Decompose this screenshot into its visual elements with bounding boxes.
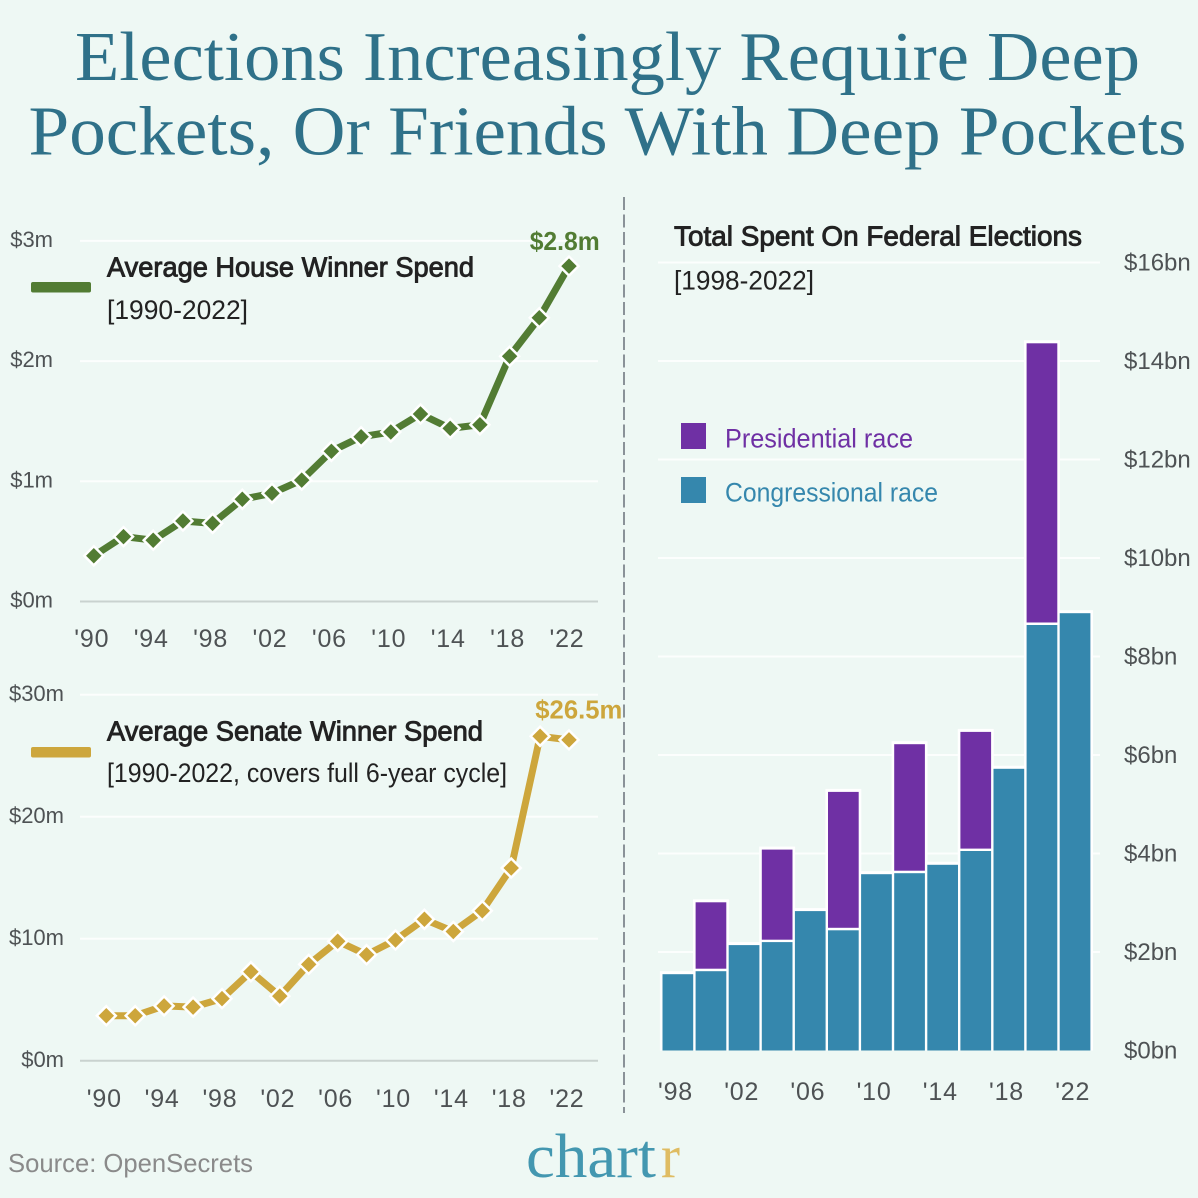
svg-text:'22: '22 — [550, 1085, 585, 1113]
svg-text:$14bn: $14bn — [1124, 348, 1191, 375]
svg-text:'14: '14 — [434, 1085, 469, 1113]
svg-text:Average Senate Winner Spend: Average Senate Winner Spend — [107, 716, 483, 747]
svg-text:'06: '06 — [790, 1078, 825, 1106]
svg-text:'22: '22 — [550, 625, 585, 653]
svg-text:'10: '10 — [371, 625, 406, 653]
svg-text:$30m: $30m — [9, 681, 64, 706]
svg-text:$8bn: $8bn — [1124, 644, 1177, 671]
svg-text:$0m: $0m — [10, 588, 53, 613]
svg-text:$10m: $10m — [9, 925, 64, 950]
svg-text:Average House Winner Spend: Average House Winner Spend — [107, 252, 474, 283]
svg-text:$6bn: $6bn — [1124, 742, 1177, 769]
svg-text:$20m: $20m — [9, 803, 64, 828]
svg-text:'94: '94 — [134, 625, 169, 653]
svg-text:Total Spent On Federal Electio: Total Spent On Federal Elections — [674, 221, 1082, 252]
svg-text:'18: '18 — [490, 625, 525, 653]
svg-text:$0bn: $0bn — [1124, 1038, 1177, 1065]
svg-text:$4bn: $4bn — [1124, 841, 1177, 868]
svg-text:chart: chart — [526, 1123, 656, 1191]
svg-text:'10: '10 — [376, 1085, 411, 1113]
svg-text:'98: '98 — [658, 1078, 693, 1106]
svg-text:'14: '14 — [923, 1078, 958, 1106]
svg-text:[1990-2022, covers full 6-year: [1990-2022, covers full 6-year cycle] — [107, 758, 507, 788]
svg-text:'02: '02 — [724, 1078, 759, 1106]
svg-text:$16bn: $16bn — [1124, 250, 1191, 277]
svg-text:'02: '02 — [260, 1085, 295, 1113]
svg-text:'18: '18 — [989, 1078, 1024, 1106]
svg-text:Presidential race: Presidential race — [725, 424, 913, 454]
svg-text:'90: '90 — [74, 625, 109, 653]
svg-text:'94: '94 — [145, 1085, 180, 1113]
svg-text:'98: '98 — [202, 1085, 237, 1113]
svg-text:$12bn: $12bn — [1124, 447, 1191, 474]
svg-text:r: r — [661, 1123, 680, 1191]
svg-text:[1990-2022]: [1990-2022] — [107, 295, 248, 325]
svg-text:'02: '02 — [253, 625, 288, 653]
svg-text:'22: '22 — [1055, 1078, 1090, 1106]
svg-text:Congressional race: Congressional race — [725, 478, 938, 508]
svg-text:Pockets, Or Friends With Deep: Pockets, Or Friends With Deep Pockets — [29, 94, 1187, 171]
svg-text:'06: '06 — [318, 1085, 353, 1113]
svg-text:'06: '06 — [312, 625, 347, 653]
svg-text:$2m: $2m — [10, 347, 53, 372]
svg-text:'90: '90 — [87, 1085, 122, 1113]
svg-text:'10: '10 — [857, 1078, 892, 1106]
svg-text:$2.8m: $2.8m — [530, 226, 600, 256]
svg-text:Elections Increasingly Require: Elections Increasingly Require Deep — [75, 19, 1140, 96]
svg-text:$10bn: $10bn — [1124, 545, 1191, 572]
svg-text:$0m: $0m — [21, 1047, 64, 1072]
svg-text:$26.5m: $26.5m — [535, 695, 622, 725]
svg-text:Source: OpenSecrets: Source: OpenSecrets — [8, 1148, 253, 1178]
svg-text:'14: '14 — [431, 625, 466, 653]
svg-text:'98: '98 — [193, 625, 228, 653]
svg-text:$1m: $1m — [10, 467, 53, 492]
svg-text:$3m: $3m — [10, 227, 53, 252]
svg-text:$2bn: $2bn — [1124, 939, 1177, 966]
svg-text:[1998-2022]: [1998-2022] — [674, 266, 814, 296]
svg-text:'18: '18 — [492, 1085, 527, 1113]
